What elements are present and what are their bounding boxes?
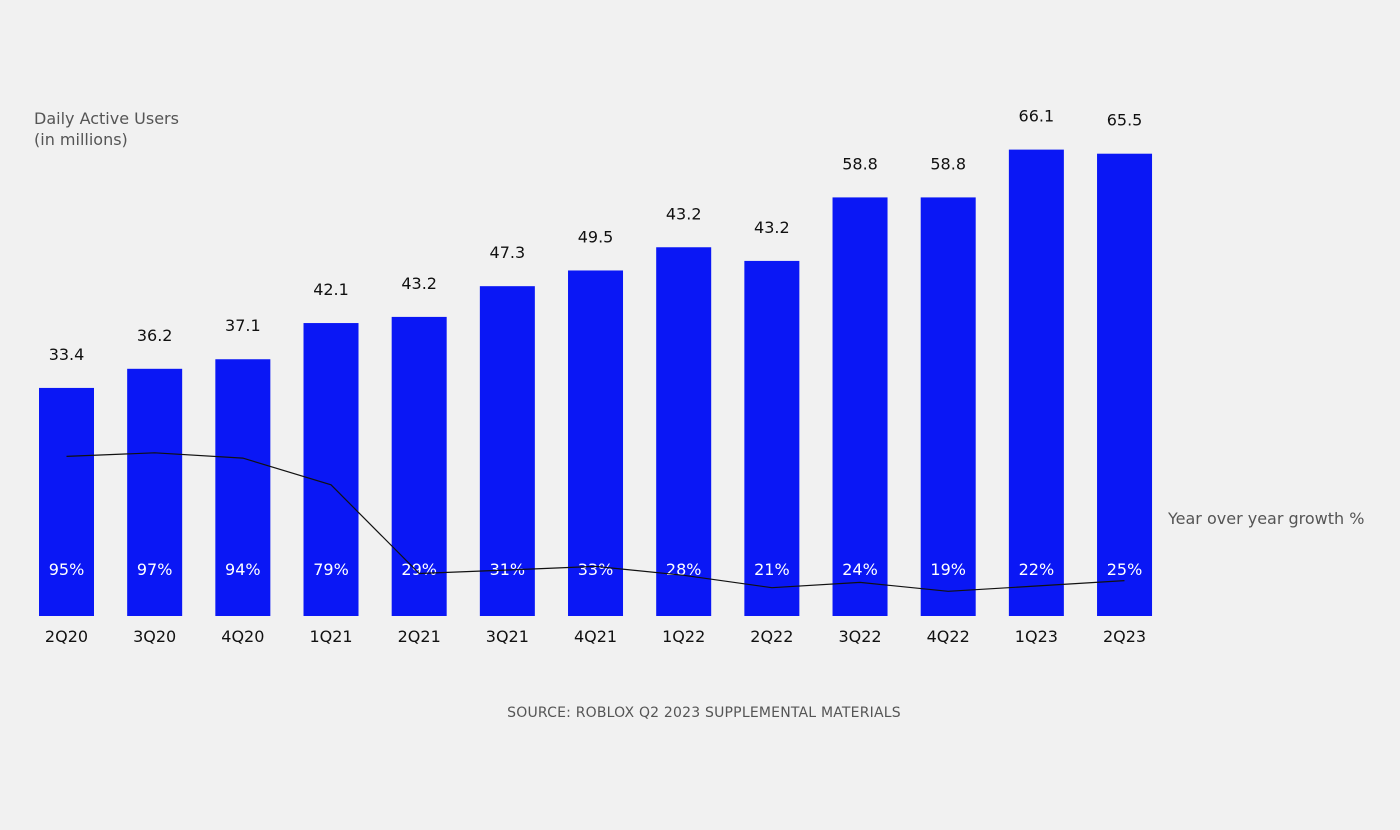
bar-2Q20 (39, 387, 94, 616)
x-tick-4Q21: 4Q21 (574, 627, 617, 646)
value-label-2Q20: 33.4 (49, 345, 85, 364)
x-tick-3Q21: 3Q21 (486, 627, 529, 646)
x-tick-2Q20: 2Q20 (45, 627, 88, 646)
y-axis-label-line2: (in millions) (34, 130, 128, 149)
y-axis-label-line1: Daily Active Users (34, 109, 179, 128)
labels-group: 33.4 95% 2Q20 36.2 97% 3Q20 37.1 94% 4Q20 42.1 79%… (45, 107, 1146, 646)
growth-label-4Q21: 33% (578, 560, 614, 579)
growth-series-label: Year over year growth % (1167, 509, 1364, 528)
bar-3Q21 (479, 286, 535, 616)
growth-label-1Q22: 28% (666, 560, 702, 579)
bar-1Q22 (656, 247, 712, 616)
source-note: SOURCE: ROBLOX Q2 2023 SUPPLEMENTAL MATE… (507, 705, 901, 721)
x-tick-3Q22: 3Q22 (838, 627, 881, 646)
growth-label-2Q23: 25% (1107, 560, 1143, 579)
growth-label-3Q22: 24% (842, 560, 878, 579)
value-label-1Q21: 42.1 (313, 280, 349, 299)
bar-2Q22 (744, 260, 800, 616)
value-label-3Q21: 47.3 (490, 243, 526, 262)
x-tick-4Q22: 4Q22 (927, 627, 970, 646)
bar-3Q22 (832, 197, 888, 616)
growth-line (66, 452, 1125, 592)
value-label-3Q20: 36.2 (137, 326, 173, 345)
growth-label-2Q20: 95% (49, 560, 85, 579)
value-label-3Q22: 58.8 (842, 154, 878, 173)
growth-label-1Q23: 22% (1019, 560, 1055, 579)
value-label-2Q22: 43.2 (754, 218, 790, 237)
value-label-4Q22: 58.8 (930, 154, 966, 173)
bar-4Q22 (920, 197, 976, 616)
x-tick-4Q20: 4Q20 (221, 627, 264, 646)
value-label-1Q23: 66.1 (1019, 107, 1055, 126)
bar-4Q21 (568, 270, 624, 616)
value-label-4Q20: 37.1 (225, 316, 261, 335)
bars-group (39, 149, 1153, 616)
x-tick-1Q21: 1Q21 (309, 627, 352, 646)
value-label-2Q21: 43.2 (401, 274, 437, 293)
growth-label-3Q20: 97% (137, 560, 173, 579)
x-tick-2Q22: 2Q22 (750, 627, 793, 646)
bar-2Q23 (1097, 153, 1153, 616)
bar-3Q20 (127, 368, 183, 616)
bar-2Q21 (391, 316, 447, 616)
growth-label-4Q20: 94% (225, 560, 261, 579)
growth-label-2Q22: 21% (754, 560, 790, 579)
x-tick-1Q23: 1Q23 (1015, 627, 1058, 646)
value-label-1Q22: 43.2 (666, 204, 702, 223)
x-tick-3Q20: 3Q20 (133, 627, 176, 646)
x-tick-1Q22: 1Q22 (662, 627, 705, 646)
growth-label-1Q21: 79% (313, 560, 349, 579)
bar-1Q23 (1008, 149, 1064, 616)
growth-label-4Q22: 19% (930, 560, 966, 579)
x-tick-2Q21: 2Q21 (398, 627, 441, 646)
growth-label-2Q21: 29% (401, 560, 437, 579)
bar-4Q20 (215, 359, 271, 616)
x-tick-2Q23: 2Q23 (1103, 627, 1146, 646)
value-label-2Q23: 65.5 (1107, 111, 1143, 130)
value-label-4Q21: 49.5 (578, 227, 614, 246)
bar-1Q21 (303, 323, 359, 616)
